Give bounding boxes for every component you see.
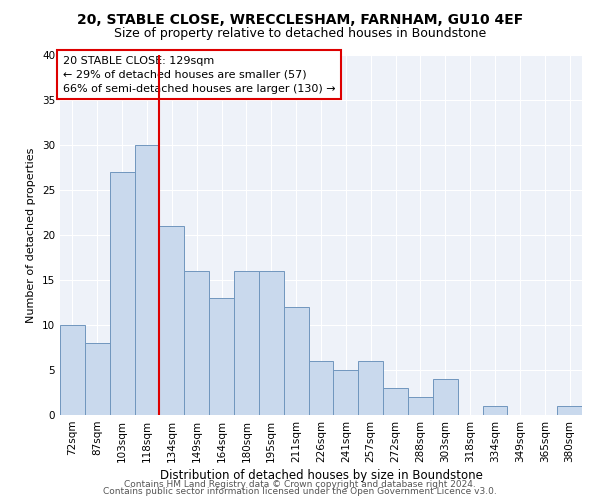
Bar — [85, 343, 110, 415]
Bar — [110, 172, 134, 415]
Bar — [482, 406, 508, 415]
Text: 20, STABLE CLOSE, WRECCLESHAM, FARNHAM, GU10 4EF: 20, STABLE CLOSE, WRECCLESHAM, FARNHAM, … — [77, 12, 523, 26]
Text: 20 STABLE CLOSE: 129sqm
← 29% of detached houses are smaller (57)
66% of semi-de: 20 STABLE CLOSE: 129sqm ← 29% of detache… — [62, 56, 335, 94]
Bar — [184, 271, 209, 415]
Y-axis label: Number of detached properties: Number of detached properties — [26, 148, 37, 322]
Bar — [160, 226, 184, 415]
Bar — [408, 397, 433, 415]
Bar — [433, 379, 458, 415]
Text: Contains HM Land Registry data © Crown copyright and database right 2024.: Contains HM Land Registry data © Crown c… — [124, 480, 476, 489]
X-axis label: Distribution of detached houses by size in Boundstone: Distribution of detached houses by size … — [160, 469, 482, 482]
Bar — [234, 271, 259, 415]
Bar — [383, 388, 408, 415]
Bar — [557, 406, 582, 415]
Bar — [60, 325, 85, 415]
Bar — [308, 361, 334, 415]
Bar — [334, 370, 358, 415]
Bar — [284, 307, 308, 415]
Bar — [134, 145, 160, 415]
Text: Size of property relative to detached houses in Boundstone: Size of property relative to detached ho… — [114, 28, 486, 40]
Bar — [209, 298, 234, 415]
Bar — [358, 361, 383, 415]
Text: Contains public sector information licensed under the Open Government Licence v3: Contains public sector information licen… — [103, 488, 497, 496]
Bar — [259, 271, 284, 415]
